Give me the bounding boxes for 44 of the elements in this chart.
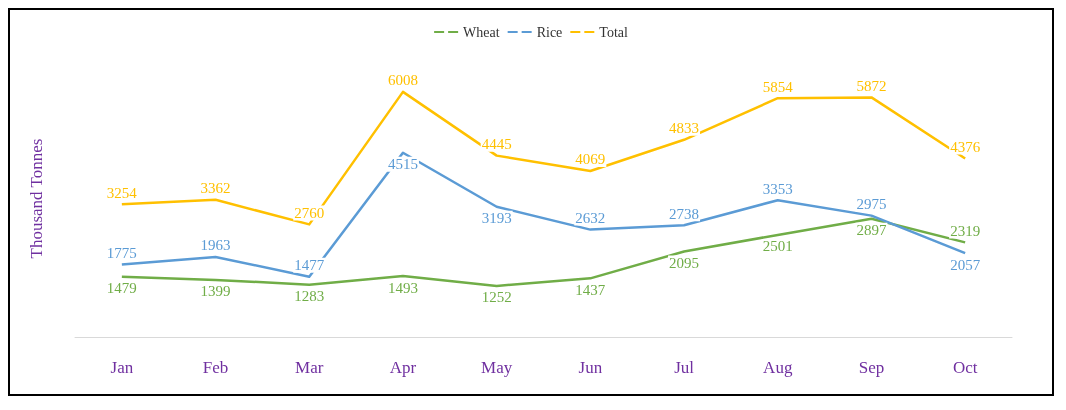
- data-label: 2632: [575, 210, 606, 227]
- data-label: 5854: [762, 78, 794, 95]
- x-tick-label: Mar: [295, 358, 324, 377]
- x-tick-label: Aug: [763, 358, 793, 377]
- data-label: 1283: [294, 288, 325, 305]
- data-label: 4069: [575, 151, 606, 168]
- data-label: 2319: [950, 222, 981, 239]
- data-label: 2738: [669, 205, 700, 222]
- data-label: 1963: [200, 237, 231, 254]
- data-label: 2897: [856, 222, 887, 239]
- data-label: 5872: [856, 77, 887, 94]
- x-tick-label: Jan: [110, 358, 134, 377]
- data-label: 6008: [387, 72, 418, 89]
- data-label: 4445: [481, 136, 512, 153]
- x-tick-label: May: [481, 358, 513, 377]
- data-label: 2975: [856, 196, 887, 213]
- data-label: 4833: [669, 120, 700, 137]
- data-label: 1479: [106, 280, 137, 297]
- data-label: 1477: [294, 257, 325, 274]
- data-label: 4515: [387, 156, 418, 173]
- data-label: 3362: [200, 180, 231, 197]
- data-label: 3353: [762, 180, 793, 197]
- data-label: 2760: [294, 204, 325, 221]
- data-label: 3254: [106, 184, 138, 201]
- legend-label: Rice: [536, 24, 563, 40]
- data-label: 1493: [387, 279, 418, 296]
- y-axis-title: Thousand Tonnes: [27, 138, 46, 259]
- data-label: 1399: [200, 283, 231, 300]
- x-tick-label: Jun: [578, 358, 603, 377]
- data-label: 3193: [481, 210, 512, 227]
- x-tick-label: Sep: [858, 358, 885, 377]
- data-label: 2095: [669, 255, 700, 272]
- x-tick-label: Jul: [674, 358, 695, 377]
- data-label: 2501: [762, 238, 793, 255]
- data-label: 1252: [481, 289, 512, 306]
- data-label: 2057: [950, 256, 981, 273]
- data-label: 4376: [950, 138, 981, 155]
- legend-label: Wheat: [463, 24, 500, 40]
- x-tick-label: Feb: [202, 358, 229, 377]
- data-label: 1775: [106, 245, 137, 262]
- x-tick-label: Apr: [389, 358, 417, 377]
- x-tick-label: Oct: [952, 358, 978, 377]
- data-label: 1437: [575, 281, 606, 298]
- legend-label: Total: [599, 24, 628, 40]
